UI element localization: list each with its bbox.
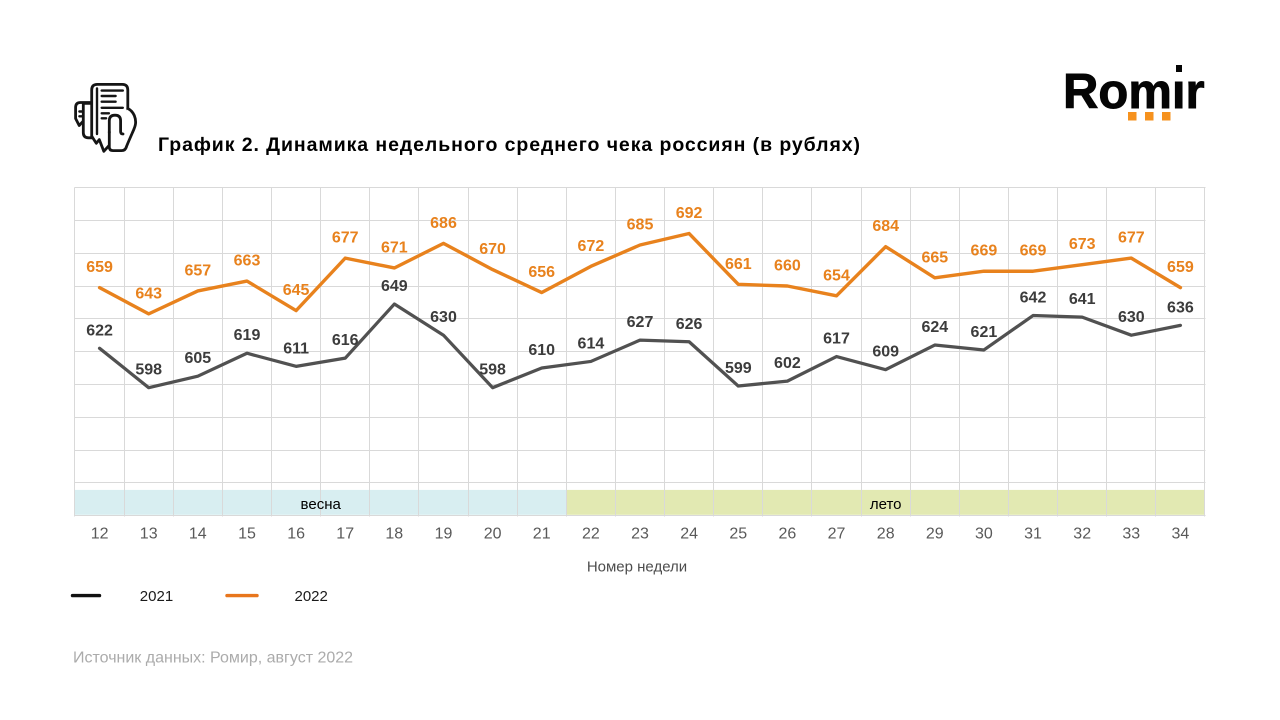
svg-text:657: 657: [184, 262, 211, 279]
svg-text:598: 598: [479, 362, 506, 379]
svg-text:684: 684: [872, 218, 899, 235]
svg-text:663: 663: [234, 253, 261, 270]
svg-text:23: 23: [631, 526, 649, 543]
svg-text:24: 24: [680, 526, 698, 543]
svg-text:598: 598: [135, 362, 162, 379]
svg-text:27: 27: [828, 526, 846, 543]
svg-text:Номер недели: Номер недели: [587, 559, 687, 576]
svg-text:18: 18: [385, 526, 403, 543]
svg-text:609: 609: [872, 344, 899, 361]
svg-text:28: 28: [877, 526, 895, 543]
svg-text:649: 649: [381, 278, 408, 295]
svg-text:660: 660: [774, 258, 801, 275]
svg-text:626: 626: [676, 316, 703, 333]
svg-text:671: 671: [381, 240, 408, 257]
svg-text:29: 29: [926, 526, 944, 543]
svg-text:659: 659: [1167, 259, 1194, 276]
svg-text:12: 12: [91, 526, 109, 543]
svg-text:669: 669: [971, 243, 998, 260]
svg-text:13: 13: [140, 526, 158, 543]
svg-text:672: 672: [578, 238, 605, 255]
svg-text:642: 642: [1020, 290, 1047, 307]
svg-text:605: 605: [184, 350, 211, 367]
svg-text:656: 656: [528, 264, 555, 281]
svg-text:34: 34: [1172, 526, 1190, 543]
svg-text:677: 677: [332, 230, 359, 247]
svg-text:лето: лето: [870, 496, 902, 513]
svg-text:16: 16: [287, 526, 305, 543]
svg-text:686: 686: [430, 215, 457, 232]
svg-text:30: 30: [975, 526, 993, 543]
svg-text:21: 21: [533, 526, 551, 543]
svg-text:Источник данных: Ромир, август: Источник данных: Ромир, август 2022: [73, 650, 353, 667]
svg-text:31: 31: [1024, 526, 1042, 543]
svg-text:645: 645: [283, 282, 310, 299]
svg-text:692: 692: [676, 205, 703, 222]
svg-text:22: 22: [582, 526, 600, 543]
svg-text:677: 677: [1118, 230, 1145, 247]
svg-text:26: 26: [779, 526, 797, 543]
svg-text:636: 636: [1167, 299, 1194, 316]
svg-text:25: 25: [729, 526, 747, 543]
svg-text:599: 599: [725, 360, 752, 377]
svg-text:624: 624: [921, 319, 948, 336]
svg-text:2022: 2022: [295, 588, 328, 605]
svg-text:622: 622: [86, 322, 113, 339]
svg-text:669: 669: [1020, 243, 1047, 260]
svg-text:630: 630: [1118, 309, 1145, 326]
svg-text:602: 602: [774, 355, 801, 372]
svg-text:670: 670: [479, 241, 506, 258]
svg-text:665: 665: [921, 249, 948, 266]
svg-text:616: 616: [332, 332, 359, 349]
svg-text:619: 619: [234, 327, 261, 344]
svg-text:33: 33: [1122, 526, 1140, 543]
svg-text:654: 654: [823, 267, 850, 284]
svg-text:621: 621: [971, 324, 998, 341]
svg-text:643: 643: [135, 285, 162, 302]
svg-text:673: 673: [1069, 236, 1096, 253]
svg-text:630: 630: [430, 309, 457, 326]
svg-text:15: 15: [238, 526, 256, 543]
svg-text:19: 19: [435, 526, 453, 543]
svg-text:611: 611: [283, 340, 309, 357]
svg-text:627: 627: [627, 314, 654, 331]
svg-text:641: 641: [1069, 291, 1096, 308]
svg-text:685: 685: [627, 217, 654, 234]
svg-text:659: 659: [86, 259, 113, 276]
svg-text:617: 617: [823, 331, 850, 348]
svg-text:614: 614: [578, 335, 605, 352]
svg-text:17: 17: [336, 526, 354, 543]
svg-text:610: 610: [528, 342, 555, 359]
svg-text:14: 14: [189, 526, 207, 543]
svg-text:2021: 2021: [140, 588, 173, 605]
svg-text:весна: весна: [301, 496, 342, 513]
svg-text:20: 20: [484, 526, 502, 543]
svg-text:32: 32: [1073, 526, 1091, 543]
svg-text:661: 661: [725, 256, 752, 273]
